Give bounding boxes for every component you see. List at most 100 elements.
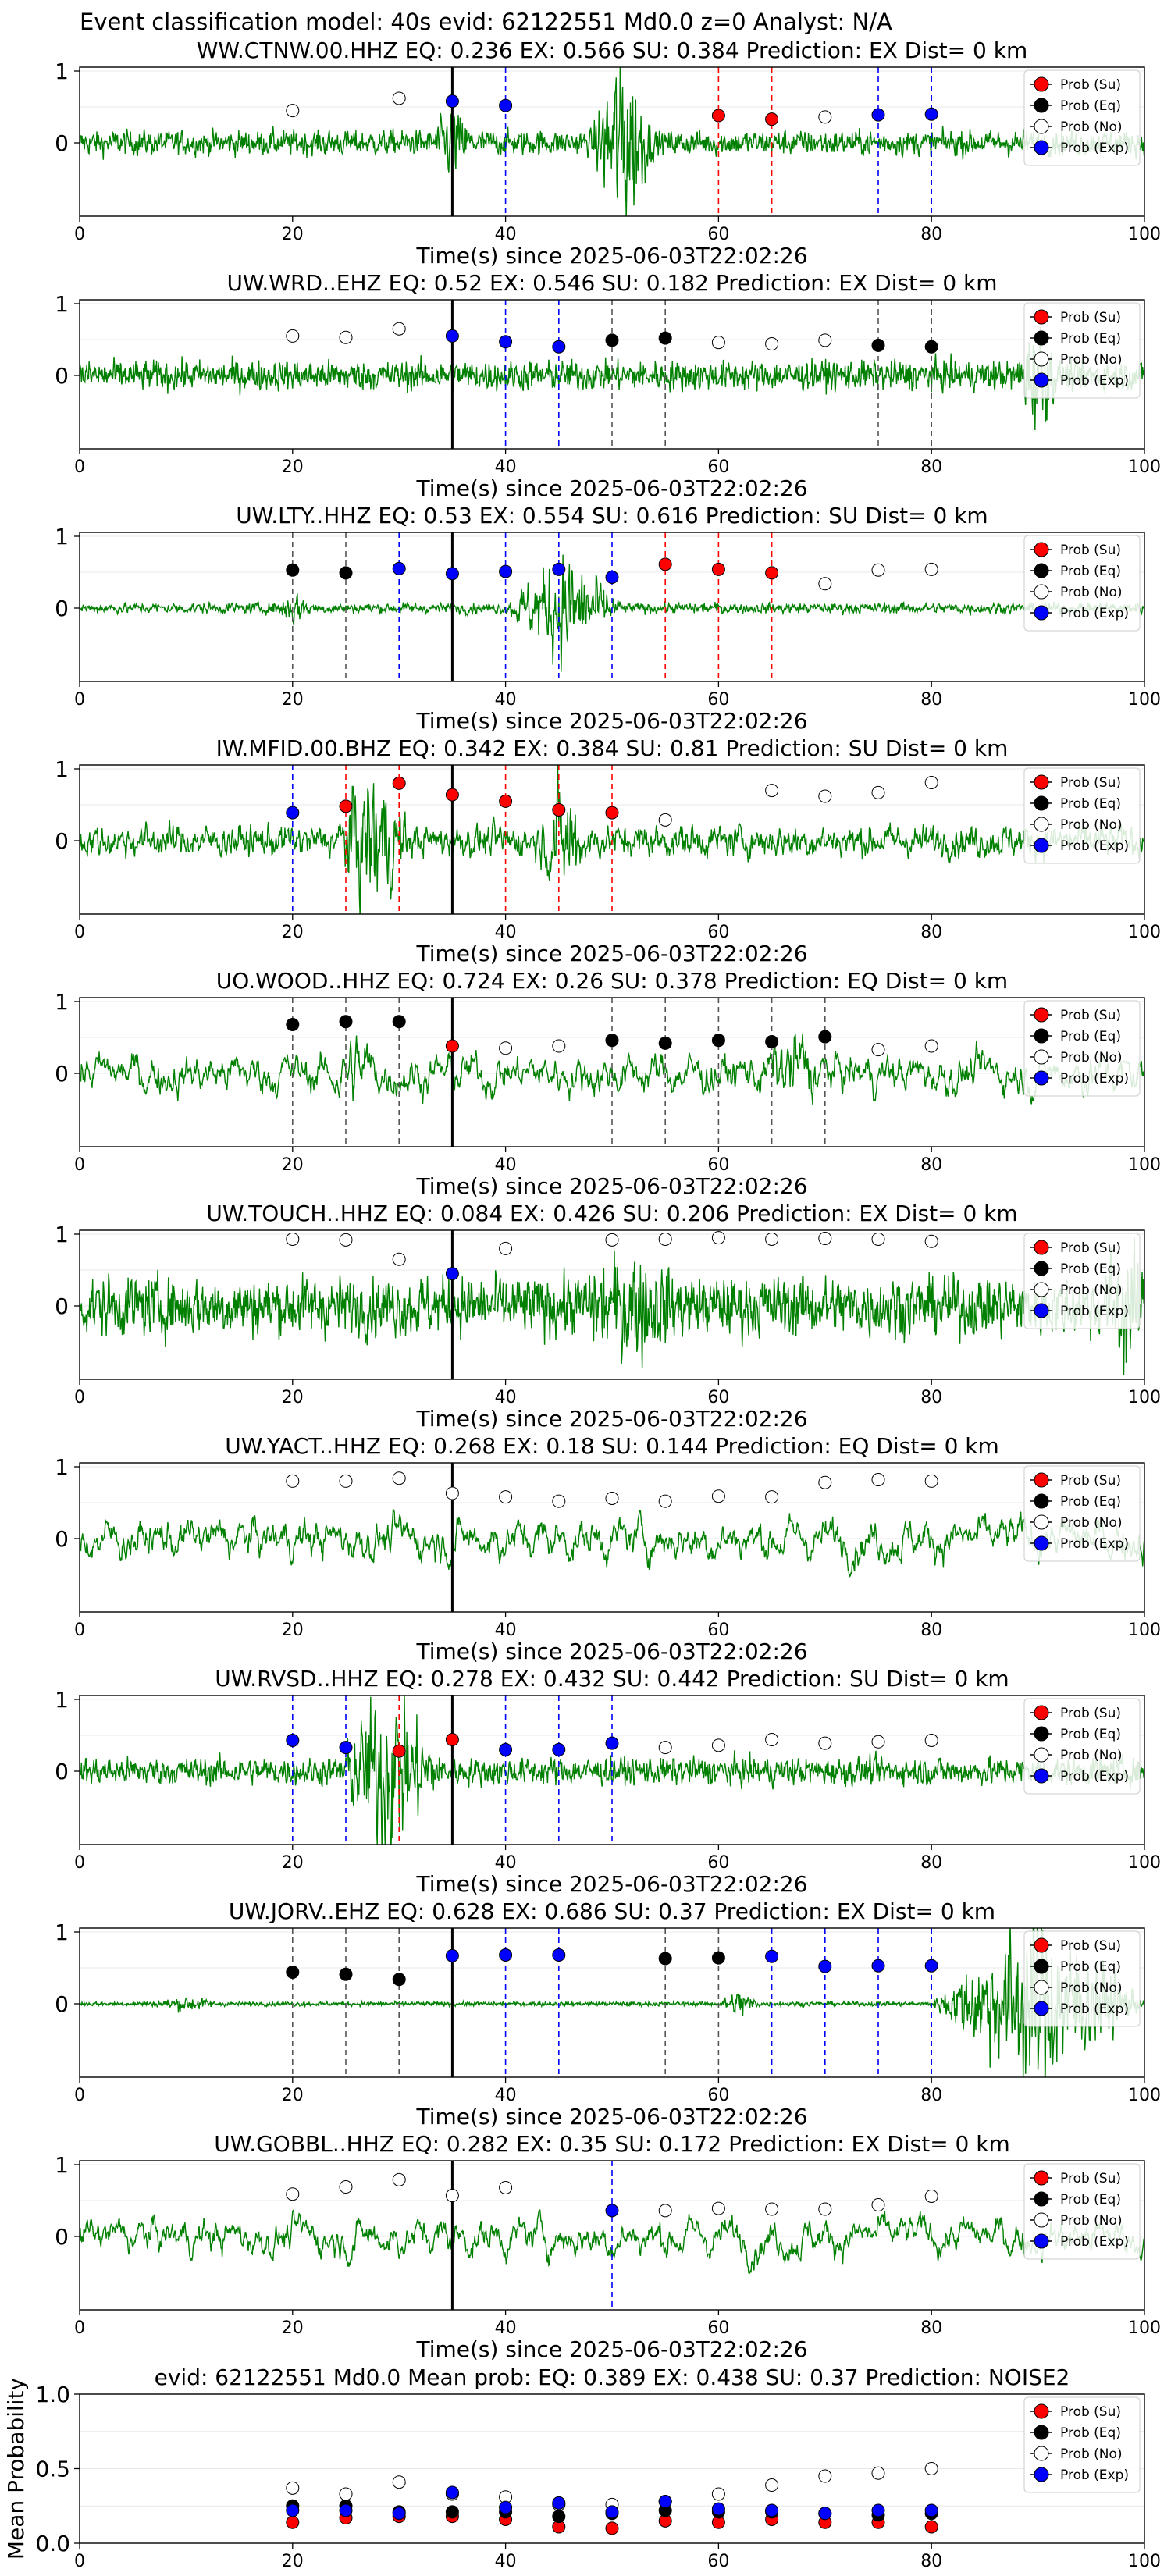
x-tick-label: 60: [707, 457, 729, 477]
prob-marker-no: [924, 1039, 938, 1053]
mean-marker-exp: [552, 2496, 566, 2510]
mean-marker-exp: [658, 2495, 672, 2509]
panel-frame: [79, 299, 1145, 450]
legend-marker-su: [1034, 2170, 1049, 2186]
prob-marker-no: [924, 1234, 938, 1248]
prob-marker-su: [392, 1744, 406, 1758]
legend-label-no: Prob (No): [1060, 119, 1123, 135]
legend-box: [1023, 1465, 1141, 1562]
y-tick-label: 0: [55, 363, 69, 389]
mean-marker-exp: [924, 2503, 938, 2517]
prob-marker-no: [924, 2189, 938, 2203]
x-tick-label: 20: [282, 1621, 304, 1640]
x-tick-label: 60: [707, 1388, 729, 1407]
prob-marker-eq: [658, 1036, 672, 1050]
x-tick-label: 0: [74, 690, 85, 710]
prob-marker-no: [818, 110, 832, 124]
x-tick-label: 60: [707, 225, 729, 244]
x-axis-label: Time(s) since 2025-06-03T22:02:26: [415, 1173, 807, 1199]
prob-marker-no: [924, 775, 938, 789]
waveform-trace: [80, 1509, 1144, 1578]
legend-marker-no: [1034, 2212, 1049, 2228]
panel-title: IW.MFID.00.BHZ EQ: 0.342 EX: 0.384 SU: 0…: [216, 735, 1009, 761]
panel-title: UW.JORV..EHZ EQ: 0.628 EX: 0.686 SU: 0.3…: [229, 1898, 995, 1924]
legend: Prob (Su) Prob (Eq) Prob (No) Prob (Exp): [1023, 302, 1141, 399]
prob-marker-no: [765, 784, 779, 798]
prob-marker-no: [871, 1735, 885, 1749]
legend-marker-exp: [1034, 2001, 1049, 2016]
legend: Prob (Su) Prob (Eq) Prob (No) Prob (Exp): [1023, 1930, 1141, 2027]
x-tick-label: 100: [1128, 1388, 1161, 1407]
waveform-trace: [80, 1928, 1144, 2077]
legend-label-no: Prob (No): [1060, 352, 1123, 368]
prob-marker-no: [286, 1474, 300, 1488]
prob-marker-no: [392, 91, 406, 105]
legend-marker-su: [1034, 774, 1049, 790]
legend-label-eq: Prob (Eq): [1060, 2192, 1121, 2208]
prob-marker-no: [818, 577, 832, 591]
legend: Prob (Su) Prob (Eq) Prob (No) Prob (Exp): [1023, 2396, 1141, 2493]
x-tick-label: 20: [282, 2086, 304, 2105]
mean-marker-no: [286, 2481, 300, 2495]
legend-box: [1023, 2396, 1141, 2493]
legend-label-su: Prob (Su): [1060, 1008, 1121, 1023]
y-axis-label: Mean Probability: [3, 2378, 29, 2560]
panel-title: UW.LTY..HHZ EQ: 0.53 EX: 0.554 SU: 0.616…: [236, 503, 988, 528]
prob-marker-eq: [711, 1951, 725, 1965]
prob-marker-no: [818, 1475, 832, 1489]
prob-marker-exp: [605, 570, 619, 584]
legend-label-eq: Prob (Eq): [1060, 564, 1121, 579]
x-axis-label: Time(s) since 2025-06-03T22:02:26: [415, 1406, 807, 1432]
x-tick-label: 100: [1128, 2318, 1161, 2338]
legend-label-exp: Prob (Exp): [1060, 1071, 1129, 1087]
prob-marker-exp: [499, 1742, 513, 1756]
legend: Prob (Su) Prob (Eq) Prob (No) Prob (Exp): [1023, 1000, 1141, 1097]
legend: Prob (Su) Prob (Eq) Prob (No) Prob (Exp): [1023, 1698, 1141, 1795]
prob-marker-no: [871, 785, 885, 799]
x-tick-label: 80: [920, 923, 942, 942]
y-tick-label: 1: [55, 291, 69, 317]
x-tick-label: 100: [1128, 225, 1161, 244]
mean-marker-su: [286, 2515, 300, 2529]
station-panel: UW.LTY..HHZ EQ: 0.53 EX: 0.554 SU: 0.616…: [55, 503, 1161, 734]
mean-marker-exp: [499, 2500, 513, 2514]
mean-marker-exp: [339, 2503, 353, 2517]
prob-marker-eq: [605, 333, 619, 347]
panel-title: UW.RVSD..HHZ EQ: 0.278 EX: 0.432 SU: 0.4…: [215, 1666, 1009, 1692]
y-tick-label: 0: [55, 1991, 69, 2017]
prob-marker-no: [658, 2204, 672, 2218]
prob-marker-no: [658, 1232, 672, 1246]
prob-marker-eq: [339, 566, 353, 580]
prob-marker-no: [765, 1490, 779, 1504]
legend-label-eq: Prob (Eq): [1060, 1029, 1121, 1044]
legend-label-exp: Prob (Exp): [1060, 838, 1129, 854]
x-tick-label: 80: [920, 225, 942, 244]
legend-label-no: Prob (No): [1060, 585, 1123, 600]
legend-marker-eq: [1034, 795, 1049, 811]
legend-marker-no: [1034, 817, 1049, 832]
x-tick-label: 0: [74, 1621, 85, 1640]
prob-marker-no: [924, 1733, 938, 1747]
legend-label-no: Prob (No): [1060, 1980, 1123, 1996]
prob-marker-no: [818, 333, 832, 347]
x-tick-label: 60: [707, 923, 729, 942]
prob-marker-eq: [658, 1952, 672, 1966]
prob-marker-no: [711, 1738, 725, 1752]
x-tick-label: 80: [920, 1621, 942, 1640]
prob-marker-exp: [552, 562, 566, 576]
station-panel: UO.WOOD..HHZ EQ: 0.724 EX: 0.26 SU: 0.37…: [55, 968, 1161, 1199]
prob-marker-no: [818, 1232, 832, 1246]
x-tick-label: 100: [1128, 457, 1161, 477]
mean-marker-exp: [286, 2503, 300, 2517]
prob-marker-exp: [552, 1742, 566, 1756]
prob-marker-exp: [765, 1949, 779, 1963]
prob-marker-eq: [605, 1034, 619, 1048]
y-tick-label: 1: [55, 1454, 69, 1480]
prob-marker-exp: [499, 1948, 513, 1962]
x-tick-label: 80: [920, 2086, 942, 2105]
prob-marker-eq: [286, 563, 300, 577]
x-axis-label: Time(s) since 2025-06-03T22:02:26: [415, 243, 807, 269]
x-tick-label: 0: [74, 2552, 85, 2571]
legend-label-exp: Prob (Exp): [1060, 1536, 1129, 1552]
legend-label-su: Prob (Su): [1060, 2171, 1121, 2186]
